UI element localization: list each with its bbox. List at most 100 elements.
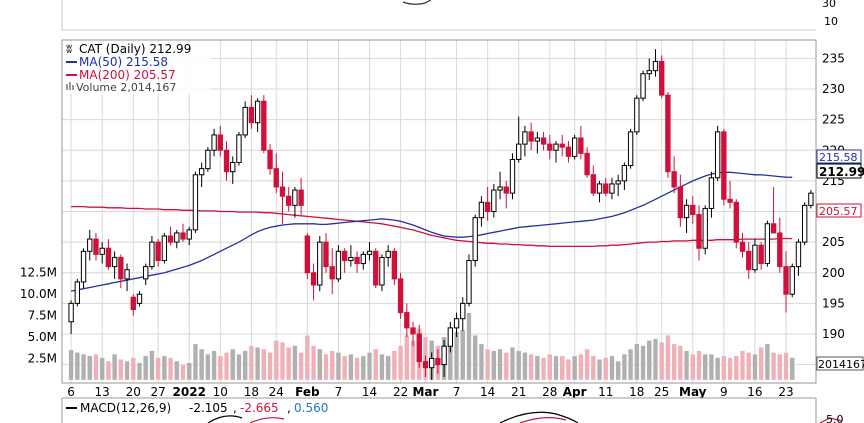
candle [627,128,634,169]
candle [540,131,547,151]
candle [174,229,180,249]
volume-bar [615,360,621,381]
volume-bar [311,345,317,381]
date-tick-label: 13 [95,385,110,399]
volume-bar [398,345,404,381]
candle-body [733,201,739,243]
candle [590,165,596,197]
volume-bar [665,335,671,381]
candle [211,128,217,157]
candle [584,147,590,178]
candle [758,242,764,270]
candle-body [634,97,640,133]
candle [366,242,373,261]
candle [571,134,578,160]
volume-bar [547,354,553,381]
macd-value-2: -2.665 [240,401,279,415]
candle-body [528,131,534,142]
date-tick-label: 10 [213,385,228,399]
candle [516,116,522,163]
volume-bar [124,360,130,381]
candle [428,352,435,380]
candle [652,49,659,77]
signal-line-edge [819,417,843,423]
date-tick-label: Mar [412,385,438,399]
tag-volume: 2014167 [818,358,864,371]
volume-bar [354,357,360,381]
candle-body [422,361,429,369]
candle [509,153,516,200]
candle [609,177,615,200]
candle-body [447,327,454,347]
candle-body [547,143,553,151]
volume-bar [621,354,627,381]
candle [422,355,429,377]
volume-bar [329,350,335,381]
candle-body [721,131,727,200]
candle [453,312,460,338]
candle [677,174,684,227]
volume-bar [708,354,714,381]
date-tick-label: 20 [126,385,141,399]
candle-body [167,235,174,243]
candle [553,141,559,163]
candle-body [254,100,261,124]
candle [491,183,497,218]
volume-bar [528,354,534,381]
candle [279,171,286,224]
volume-bar [783,352,789,381]
volume-bar [460,329,466,381]
macd-line-right [499,411,579,423]
date-tick-label: 9 [720,385,728,399]
volume-bar [112,354,118,381]
date-tick-label: 18 [629,385,644,399]
svg-text:,: , [233,401,237,415]
candle [621,162,628,191]
candle [261,95,267,154]
candle-body [727,198,733,203]
candle-body [136,293,143,304]
ma50-line [70,171,793,292]
candle [534,131,541,154]
candle-body [801,204,808,243]
volume-bar [509,347,516,381]
volume-bar [205,354,211,381]
volume-tick-label: 5.0M [28,330,57,344]
candle-body [497,186,503,191]
candle-body [665,94,671,173]
candle [124,263,130,292]
volume-bar [168,357,174,381]
candle [565,141,572,163]
candle [808,190,814,209]
volume-bar [522,352,528,381]
volume-bar [746,352,752,381]
volume-bar [323,354,329,381]
candle [665,92,671,178]
date-axis: 6 13 20 27 2022 10 18 24 Feb 7 14 22 Mar 7 14 21 28 Apr 11… [67,385,793,399]
candle [198,162,205,187]
candle [267,144,273,175]
date-tick-label: 21 [511,385,526,399]
legend-ma50: MA(50) 215.58 [79,55,168,69]
candle-body [770,223,777,234]
candle-body [379,256,385,286]
candle-body [746,250,752,271]
candle [348,245,354,267]
candle-body [80,250,87,283]
candle [99,242,105,264]
candle-body [373,250,379,286]
candle [186,226,192,246]
candle-body [615,180,621,185]
candle [683,199,690,233]
candle [770,187,777,234]
candle-body [783,266,789,295]
volume-bar [118,359,124,381]
candle [391,248,398,285]
price-tick-label: 235 [822,51,845,65]
candle-body [391,250,398,280]
price-tick-label: 205 [822,235,845,249]
volume-bar [584,348,590,381]
candle [93,232,99,261]
candle [385,245,391,267]
volume-bar [628,348,634,381]
